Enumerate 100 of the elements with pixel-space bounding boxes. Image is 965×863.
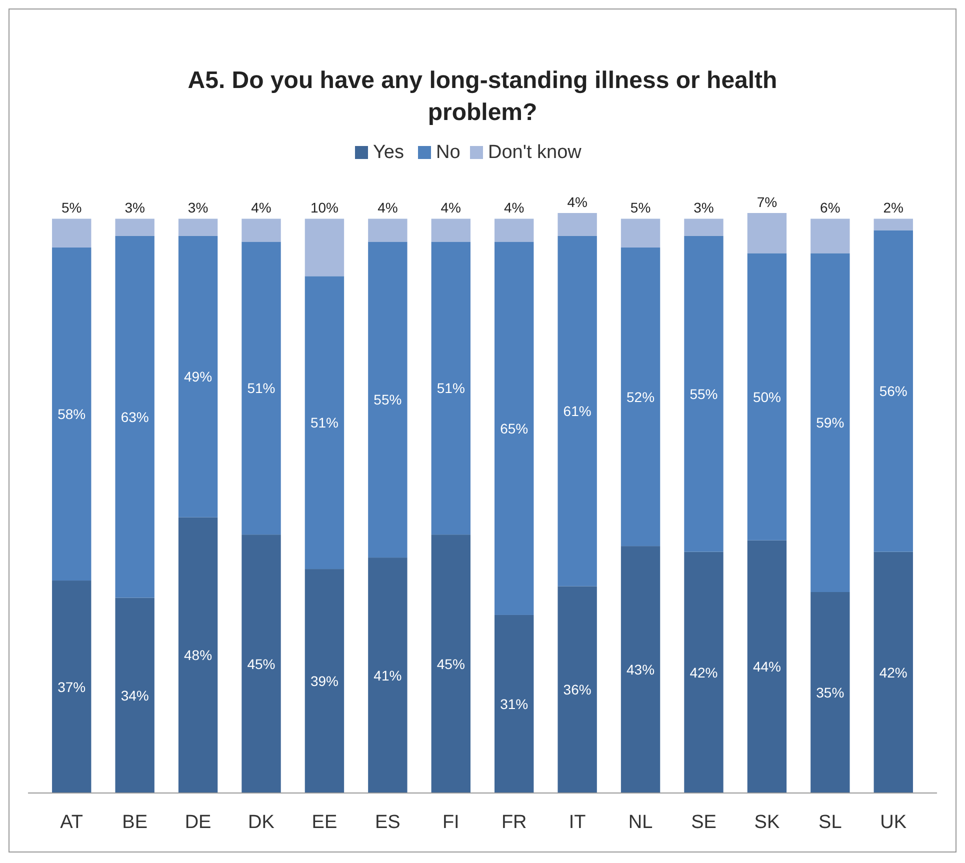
legend-label: Yes bbox=[373, 142, 404, 163]
data-label: 44% bbox=[752, 658, 781, 675]
bar bbox=[52, 218, 92, 248]
legend-label: No bbox=[436, 142, 460, 163]
data-label: 52% bbox=[626, 388, 655, 405]
data-label: 37% bbox=[58, 678, 86, 695]
data-label: 31% bbox=[500, 696, 528, 712]
data-label: 5% bbox=[62, 200, 82, 216]
data-label: 58% bbox=[58, 406, 86, 422]
data-label: 10% bbox=[310, 200, 338, 216]
data-label: 63% bbox=[120, 408, 149, 425]
bar bbox=[620, 218, 660, 248]
data-label: 34% bbox=[120, 687, 149, 704]
x-tick-label: BE bbox=[122, 812, 148, 833]
bar bbox=[431, 218, 470, 242]
bar bbox=[52, 247, 92, 581]
data-label: 4% bbox=[378, 200, 398, 216]
bar bbox=[178, 236, 218, 518]
x-tick-label: DK bbox=[248, 812, 275, 833]
bar bbox=[494, 218, 534, 242]
x-tick-label: SE bbox=[691, 812, 716, 833]
data-label: 3% bbox=[694, 200, 714, 216]
bar bbox=[304, 218, 344, 276]
x-tick-label: SL bbox=[818, 812, 842, 833]
data-label: 42% bbox=[879, 664, 908, 680]
data-label: 7% bbox=[756, 194, 778, 210]
bar bbox=[242, 242, 281, 535]
data-label: 4% bbox=[440, 200, 462, 216]
data-label: 51% bbox=[247, 380, 276, 396]
data-label: 36% bbox=[563, 682, 592, 698]
data-label: 59% bbox=[816, 414, 844, 431]
data-label: 4% bbox=[504, 200, 524, 216]
bar bbox=[242, 218, 281, 242]
x-tick-label: ES bbox=[375, 812, 400, 833]
data-label: 5% bbox=[630, 200, 651, 216]
data-label: 45% bbox=[247, 656, 276, 672]
bar bbox=[747, 213, 787, 254]
x-tick-label: NL bbox=[628, 812, 653, 833]
x-tick-label: DE bbox=[184, 812, 212, 833]
bar bbox=[747, 540, 787, 793]
data-label: 56% bbox=[879, 383, 908, 400]
bar bbox=[368, 218, 408, 242]
data-label: 39% bbox=[310, 673, 338, 690]
data-label: 4% bbox=[567, 194, 588, 210]
bar bbox=[368, 242, 408, 558]
bar bbox=[494, 242, 534, 615]
x-tick-label: FR bbox=[501, 812, 527, 833]
data-label: 2% bbox=[883, 200, 904, 216]
bar bbox=[304, 276, 344, 570]
bar bbox=[368, 558, 408, 793]
data-label: 43% bbox=[626, 662, 655, 678]
data-label: 55% bbox=[374, 392, 402, 408]
data-label: 51% bbox=[436, 380, 465, 396]
bar bbox=[620, 546, 660, 793]
data-label: 65% bbox=[500, 420, 528, 436]
bar bbox=[52, 580, 92, 793]
bar bbox=[178, 517, 218, 793]
bar bbox=[115, 218, 154, 236]
bar bbox=[431, 534, 470, 793]
bar bbox=[810, 592, 850, 793]
data-label: 48% bbox=[184, 647, 212, 664]
bar bbox=[558, 213, 597, 236]
bar bbox=[558, 236, 597, 586]
bar bbox=[810, 218, 850, 254]
data-label: 49% bbox=[184, 368, 212, 385]
data-label: 61% bbox=[563, 403, 592, 420]
bar bbox=[684, 236, 724, 552]
bar bbox=[684, 218, 724, 236]
chart-title: A5. Do you have any long-standing illness or health problem? bbox=[188, 67, 778, 126]
bar bbox=[810, 253, 850, 592]
bar bbox=[494, 614, 534, 793]
data-label: 50% bbox=[752, 388, 781, 405]
bar bbox=[115, 236, 154, 598]
data-label: 55% bbox=[690, 386, 718, 402]
data-label: 3% bbox=[188, 200, 208, 216]
bar bbox=[242, 534, 281, 793]
x-tick-label: SK bbox=[754, 812, 780, 833]
bar bbox=[874, 218, 913, 230]
bar bbox=[558, 586, 597, 793]
data-label: 41% bbox=[374, 667, 402, 684]
data-label: 51% bbox=[310, 414, 338, 431]
legend-label: Don't know bbox=[488, 142, 582, 163]
data-label: 45% bbox=[436, 656, 465, 672]
x-tick-label: FI bbox=[442, 812, 460, 833]
bar bbox=[874, 230, 913, 552]
bar bbox=[304, 569, 344, 793]
data-label: 3% bbox=[124, 200, 145, 216]
x-tick-label: EE bbox=[312, 812, 338, 833]
x-tick-label: AT bbox=[60, 812, 84, 833]
x-tick-label: UK bbox=[880, 812, 907, 833]
bar bbox=[620, 247, 660, 546]
data-label: 6% bbox=[820, 200, 840, 216]
data-label: 42% bbox=[690, 664, 718, 680]
bar bbox=[178, 218, 218, 236]
bar bbox=[431, 242, 470, 535]
bar bbox=[684, 552, 724, 793]
bar bbox=[115, 598, 154, 793]
bar bbox=[874, 552, 913, 793]
bar bbox=[747, 253, 787, 540]
x-tick-label: IT bbox=[568, 812, 586, 833]
